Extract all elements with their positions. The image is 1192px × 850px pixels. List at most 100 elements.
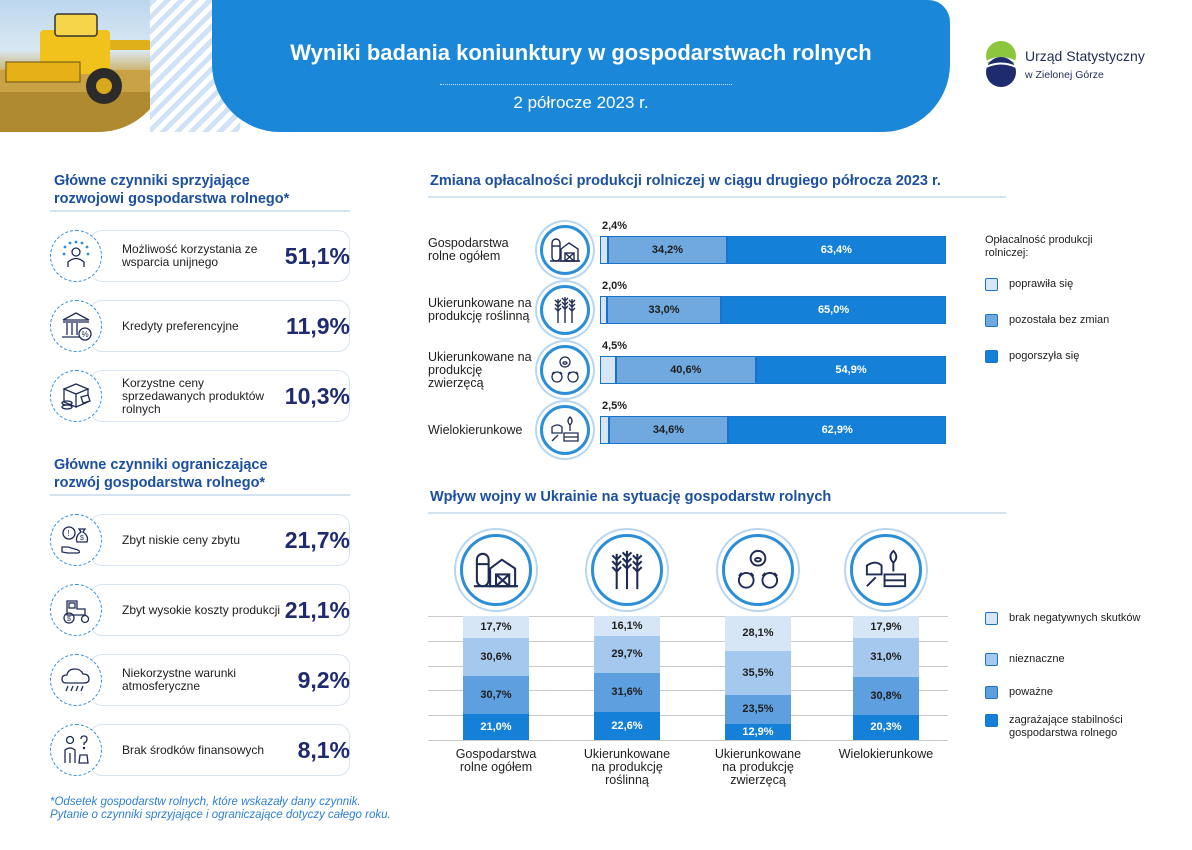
chart2-gridline [428, 715, 948, 717]
legend-swatch [985, 612, 998, 625]
favorable-factor-eu-support: Możliwość korzystania ze wsparcia unijne… [50, 230, 350, 282]
chart2-gridline [428, 665, 948, 667]
chart2-bar-segment: 16,1% [594, 616, 660, 636]
chart2-bar-segment: 31,0% [853, 638, 919, 677]
factor-percent: 9,2% [297, 666, 350, 693]
chart2-bar-segment: 31,6% [594, 672, 660, 712]
favorable-title-line1: Główne czynniki sprzyjające [54, 173, 250, 189]
factor-card [90, 724, 350, 776]
factor-percent: 21,7% [284, 526, 350, 553]
legend-swatch [985, 714, 998, 727]
limiting-factor-weather: Niekorzystne warunki atmosferyczne 9,2% [50, 654, 350, 706]
chart2-bar-segment: 30,8% [853, 676, 919, 715]
eu-stars-farmer-icon [50, 230, 102, 282]
chart1-bar-segment: 54,9% [756, 356, 946, 384]
chart1-bar: 34,2% 63,4% [600, 236, 950, 264]
chart1-category-label: Wielokierunkowe [428, 422, 523, 437]
chart1-data-label-improved: 4,5% [602, 340, 628, 352]
svg-text:%: % [82, 330, 89, 339]
statistical-office-logo: Urząd Statystyczny w Zielonej Górze [983, 40, 1163, 88]
chart2-bar-segment: 21,0% [463, 713, 529, 740]
chart1-bar-segment: 63,4% [726, 236, 946, 264]
chart1-bar: 34,6% 62,9% [600, 416, 950, 444]
factor-percent: 8,1% [297, 736, 350, 763]
chart1-bar-segment [600, 416, 609, 444]
page-title: Wyniki badania koniunktury w gospodarstw… [290, 40, 872, 65]
chart2-gridline [428, 740, 948, 741]
legend-label: brak negatywnych skutków [1009, 612, 1141, 624]
chart2-bar-segment: 17,9% [853, 616, 919, 639]
chart2-legend-item: poważne [985, 686, 1145, 699]
chart1-row: Wielokierunkowe 2,5% 34,6% 62,9% [428, 400, 958, 458]
chart2-category-label: Wielokierunkowe [838, 747, 934, 761]
storm-cloud-icon [50, 654, 102, 706]
logo-text-line1: Urząd Statystyczny [1025, 48, 1145, 64]
factor-card [90, 514, 350, 566]
logo-text-line2: w Zielonej Górze [1025, 69, 1104, 81]
mixed-farming-icon [540, 405, 590, 455]
factor-label: Zbyt wysokie koszty produkcji [122, 602, 281, 617]
legend-swatch [985, 314, 998, 327]
chart2-gridline [428, 640, 948, 642]
farm-barn-silo-icon [460, 534, 532, 606]
hand-money-bag-icon: ! $ [50, 514, 102, 566]
box-coins-price-tag-icon [50, 370, 102, 422]
factor-card [90, 370, 350, 422]
favorable-factors-title: Główne czynniki sprzyjające rozwojowi go… [54, 172, 289, 208]
factor-label: Brak środków finansowych [122, 742, 265, 757]
limiting-title-line2: rozwój gospodarstwa rolnego* [54, 475, 266, 491]
mixed-farming-icon [850, 534, 922, 606]
chart2-legend-item: brak negatywnych skutków [985, 612, 1145, 625]
chart1-row: Gospodarstwa rolne ogółem 2,4% 34,2% 63,4% [428, 220, 958, 278]
factor-label: Kredyty preferencyjne [122, 318, 239, 333]
chart1-bar-segment [600, 356, 616, 384]
chart1-category-label: Ukierunkowane na produkcję zwierzęcą [428, 349, 532, 390]
chart1-bar-segment: 34,6% [608, 416, 729, 444]
page-subtitle: 2 półrocze 2023 r. [513, 93, 649, 112]
legend-label: pozostała bez zmian [1009, 314, 1110, 326]
svg-text:!: ! [68, 529, 70, 538]
chart2-bar-segment: 17,7% [463, 616, 529, 638]
factor-label: Korzystne ceny sprzedawanych produktów r… [122, 375, 265, 416]
chart1-title-underline [428, 196, 1006, 198]
chart2-bar-segment: 35,5% [725, 650, 791, 695]
chart2-bar-segment: 12,9% [725, 724, 791, 740]
legend-swatch [985, 653, 998, 666]
chart1-legend-item: poprawiła się [985, 278, 1073, 291]
chart2-title: Wpływ wojny w Ukrainie na sytuację gospo… [430, 489, 832, 505]
legend-label: poprawiła się [1009, 278, 1074, 290]
legend-label: nieznaczne [1009, 653, 1065, 665]
chart2-bar-segment: 28,1% [725, 616, 791, 651]
chart2-title-underline [428, 512, 1006, 514]
factor-card [90, 300, 350, 352]
legend-label: poważne [1009, 686, 1054, 698]
chart1-row: Ukierunkowane na produkcję roślinną 2,0% 3… [428, 280, 958, 338]
chart2-gridline [428, 690, 948, 692]
factor-percent: 51,1% [284, 242, 350, 269]
wheat-crops-icon [540, 285, 590, 335]
chart1-bar-segment: 62,9% [728, 416, 946, 444]
chart2-category-label: Gospodarstwa rolne ogółem [455, 747, 537, 774]
chart2-legend-item: zagrażające stabilności gospodarstwa rol… [985, 714, 1145, 740]
header-banner [212, 0, 950, 132]
chart2-bar-segment: 30,6% [463, 637, 529, 676]
legend-swatch [985, 686, 998, 699]
chart2-category-label: Ukierunkowane na produkcję zwierzęcą [714, 747, 802, 787]
limiting-factors-title: Główne czynniki ograniczające rozwój gos… [54, 456, 268, 492]
farm-barn-silo-icon [540, 225, 590, 275]
chart1-title: Zmiana opłacalności produkcji rolniczej … [430, 173, 941, 189]
chart1-data-label-improved: 2,4% [602, 220, 628, 232]
chart2-bar-segment: 30,7% [463, 675, 529, 714]
chart1-category-label: Gospodarstwa rolne ogółem [428, 236, 509, 263]
factor-label: Zbyt niskie ceny zbytu [122, 532, 241, 547]
chart1-bar-segment: 40,6% [615, 356, 757, 384]
factor-card [90, 230, 350, 282]
factor-percent: 11,9% [286, 312, 350, 339]
chart1-bar-segment: 34,2% [608, 236, 727, 264]
header-photo-combine-harvester [0, 0, 168, 132]
bank-percent-icon: % [50, 300, 102, 352]
chart2-gridline [428, 616, 948, 617]
svg-text:$: $ [67, 616, 71, 623]
chart1-data-label-improved: 2,5% [602, 400, 628, 412]
limiting-factor-high-costs: $ Zbyt wysokie koszty produkcji 21,1% [50, 584, 350, 636]
